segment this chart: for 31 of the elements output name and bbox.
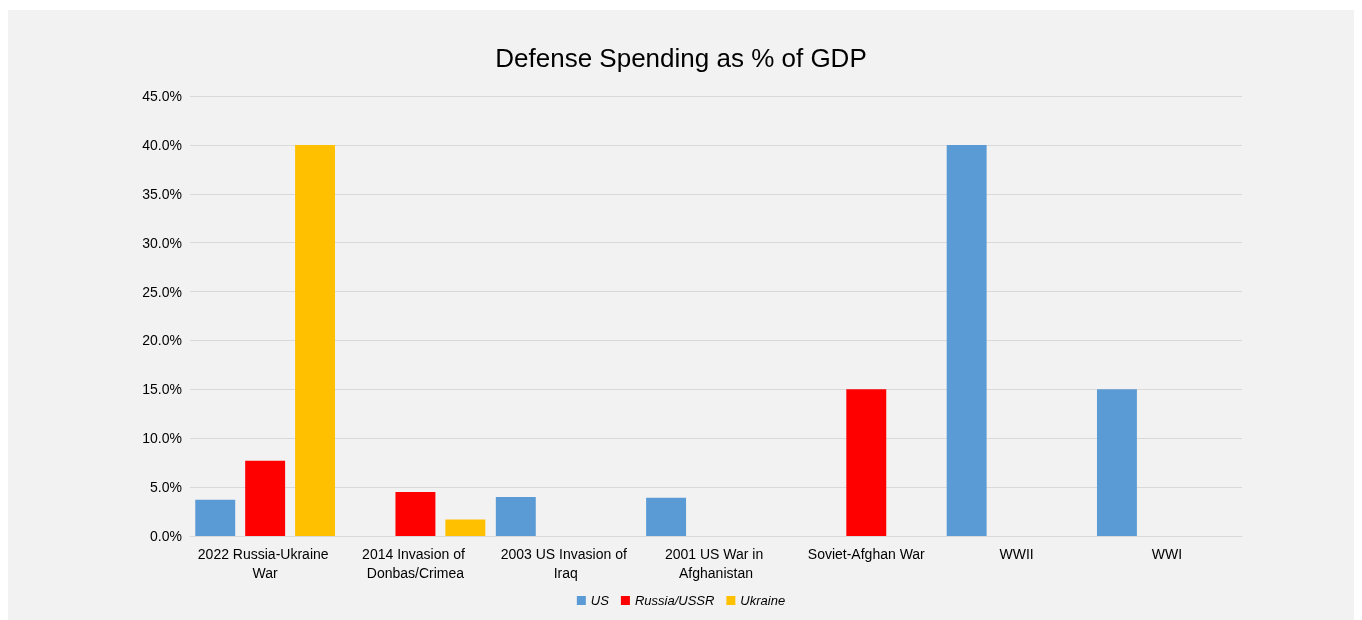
bar: [245, 460, 286, 536]
bar: [846, 389, 887, 536]
bar: [495, 496, 536, 536]
y-tick-label: 35.0%: [142, 185, 182, 202]
bar: [195, 499, 236, 536]
legend-label: Ukraine: [740, 593, 786, 608]
bar: [295, 144, 336, 536]
y-tick-label: 30.0%: [142, 234, 182, 251]
bar: [646, 497, 687, 536]
x-tick-label: WWI: [1151, 545, 1183, 562]
y-tick-label: 5.0%: [150, 479, 182, 496]
bar: [395, 492, 436, 536]
chart-title: Defense Spending as % of GDP: [495, 43, 867, 73]
x-tick-label: Soviet-Afghan War: [807, 545, 926, 562]
bar: [445, 519, 486, 536]
x-tick-label: 2022 Russia-Ukraine War: [197, 545, 333, 581]
legend-label: US: [590, 593, 610, 608]
bar: [946, 144, 987, 536]
x-tick-label: 2003 US Invasion of Iraq: [500, 545, 631, 581]
x-tick-label: 2001 US War in Afghanistan: [664, 545, 768, 581]
y-tick-label: 10.0%: [142, 430, 182, 447]
y-tick-label: 45.0%: [142, 88, 182, 104]
y-tick-label: 20.0%: [142, 332, 182, 349]
y-tick-label: 40.0%: [142, 136, 182, 153]
legend-label: Russia/USSR: [634, 593, 715, 608]
y-tick-label: 25.0%: [142, 283, 182, 300]
y-tick-label: 15.0%: [142, 381, 182, 398]
x-tick-label: WWII: [999, 545, 1034, 562]
x-tick-label: 2014 Invasion of Donbas/Crimea: [362, 545, 469, 581]
bar: [1096, 389, 1137, 536]
y-tick-label: 0.0%: [150, 528, 182, 544]
